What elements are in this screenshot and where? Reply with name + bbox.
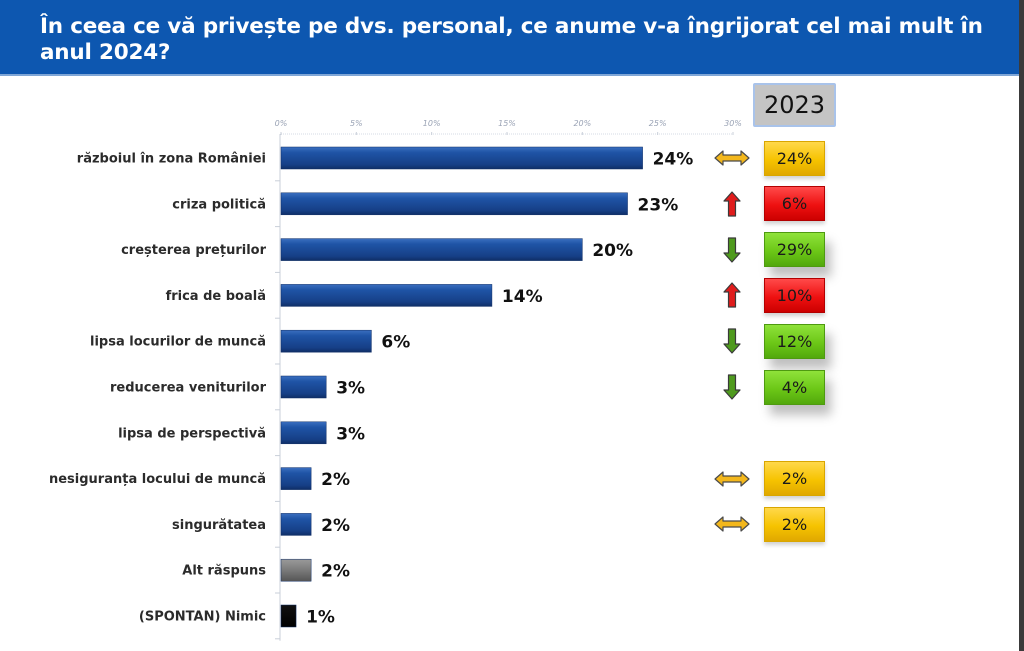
bar	[280, 375, 327, 399]
category-label: singurătatea	[172, 518, 266, 533]
previous-year-value: 4%	[764, 369, 825, 405]
data-label: 2%	[321, 470, 350, 490]
category-label: creșterea prețurilor	[121, 243, 266, 258]
data-label: 3%	[336, 424, 365, 444]
data-label: 14%	[502, 287, 543, 307]
category-label: reducerea veniturilor	[110, 381, 267, 396]
title-banner: În ceea ce vă privește pe dvs. personal,…	[0, 0, 1024, 76]
bar	[280, 146, 643, 170]
data-label: 24%	[653, 150, 694, 170]
category-label: frica de boală	[166, 289, 266, 304]
category-label: criza politică	[172, 197, 266, 212]
category-label: (SPONTAN) Nimic	[139, 610, 266, 625]
previous-year-value: 29%	[764, 232, 825, 268]
category-label: nesiguranța locului de muncă	[49, 472, 266, 487]
x-tick-label: 20%	[573, 119, 591, 128]
data-label: 1%	[306, 608, 335, 628]
category-label: lipsa locurilor de muncă	[90, 335, 266, 350]
previous-year-value: 10%	[764, 277, 825, 313]
x-tick-label: 25%	[649, 119, 667, 128]
data-label: 20%	[592, 241, 633, 261]
x-tick-label: 10%	[423, 119, 441, 128]
arrow-down-icon	[712, 326, 752, 356]
previous-year-value: 2%	[764, 461, 825, 497]
previous-year-value: 12%	[764, 323, 825, 359]
bars: războiul în zona României 24% criza politi…	[49, 146, 694, 628]
double-arrow-icon	[712, 143, 752, 173]
bar	[280, 604, 297, 628]
bar	[280, 467, 312, 490]
bar	[280, 421, 327, 445]
data-label: 6%	[381, 333, 410, 353]
x-tick-label: 0%	[275, 119, 288, 128]
double-arrow-icon	[712, 464, 752, 494]
data-label: 2%	[321, 516, 350, 536]
bar	[280, 558, 312, 582]
category-label: Alt răspuns	[182, 564, 266, 579]
previous-year-value: 2%	[764, 506, 825, 542]
x-tick-label: 5%	[350, 119, 363, 128]
arrow-up-icon	[712, 280, 752, 310]
page-title: În ceea ce vă privește pe dvs. personal,…	[40, 14, 983, 65]
previous-year-value: 24%	[764, 140, 825, 176]
bar	[280, 192, 628, 216]
bar	[280, 329, 372, 353]
x-tick-label: 15%	[498, 119, 516, 128]
x-tick-label: 30%	[724, 119, 742, 128]
comparison-year-header: 2023	[753, 83, 836, 127]
bar	[280, 284, 493, 307]
x-axis: 0% 5% 10% 15% 20% 25% 30%	[275, 119, 742, 641]
bar	[280, 513, 312, 536]
frame-border	[1019, 0, 1024, 651]
double-arrow-icon	[712, 509, 752, 539]
arrow-up-icon	[712, 189, 752, 219]
arrow-down-icon	[712, 235, 752, 265]
data-label: 2%	[321, 562, 350, 582]
arrow-down-icon	[712, 372, 752, 402]
data-label: 3%	[336, 379, 365, 399]
bar	[280, 238, 583, 261]
previous-year-value: 6%	[764, 186, 825, 222]
category-label: lipsa de perspectivă	[118, 426, 266, 441]
category-label: războiul în zona României	[77, 152, 266, 167]
data-label: 23%	[638, 195, 679, 215]
